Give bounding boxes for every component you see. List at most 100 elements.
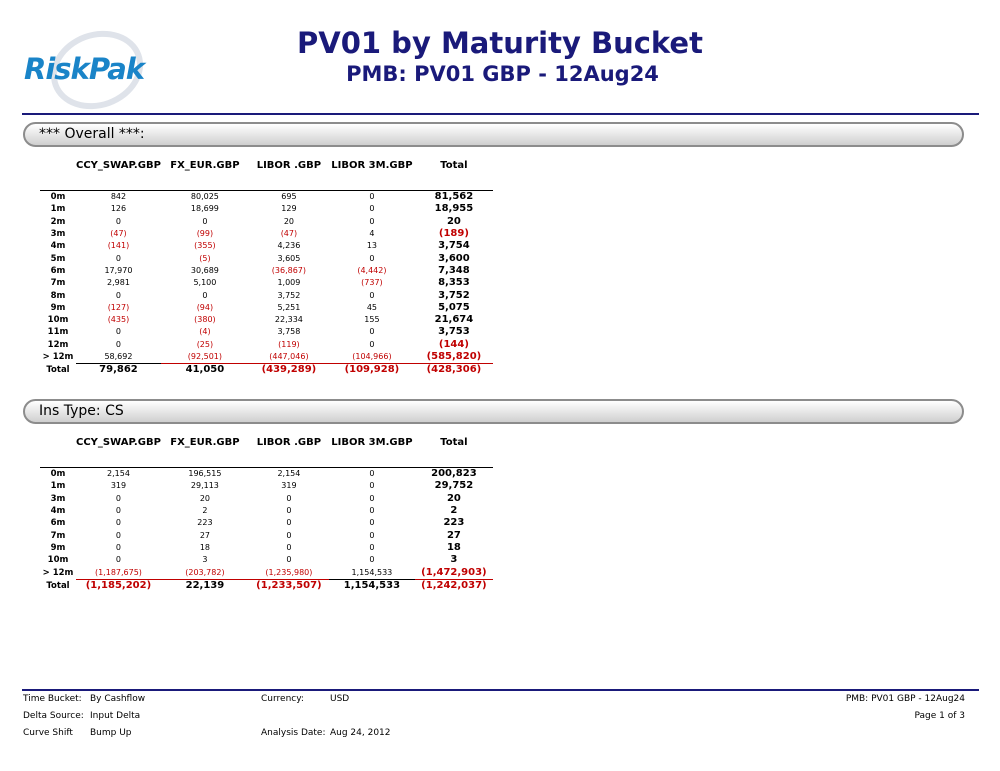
column-header: FX_EUR.GBP [160, 160, 249, 191]
bucket-label: 4m [50, 241, 66, 252]
table-row: 7m 2,981 5,100 1,009 (737) 8,353 [40, 277, 493, 289]
cell-value: 0 [115, 518, 121, 528]
cell-value: 22,334 [274, 315, 303, 325]
time-bucket-value: By Cashflow [90, 694, 146, 704]
report-subtitle: PMB: PV01 GBP - 12Aug24 [346, 62, 659, 86]
cell-value: (25) [196, 339, 214, 349]
page-number: Page 1 of 3 [914, 711, 966, 721]
cell-value: 0 [369, 493, 375, 503]
cell-value: (435) [107, 315, 130, 325]
cell-value: (36,867) [271, 265, 307, 275]
cell-value: (189) [438, 228, 469, 240]
cell-value: 5,100 [193, 278, 217, 288]
cell-value: (5) [199, 253, 211, 263]
report-title: PV01 by Maturity Bucket [297, 26, 703, 60]
cell-value: (144) [438, 338, 469, 350]
cell-value: 45 [366, 302, 377, 312]
cell-value: 8,353 [438, 277, 470, 289]
column-header: Total [414, 437, 493, 468]
cell-value: 20 [199, 493, 210, 503]
bucket-label: 10m [47, 555, 69, 566]
section-label: *** Overall ***: [39, 126, 145, 142]
table-row: 6m 0 223 0 0 223 [40, 517, 493, 529]
currency-label: Currency: [261, 694, 304, 704]
cell-value: 0 [202, 216, 208, 226]
cell-value: (92,501) [160, 350, 249, 365]
cell-value: 842 [110, 192, 127, 202]
bucket-label: 6m [50, 518, 66, 529]
cell-value: 0 [115, 506, 121, 516]
column-header: LIBOR .GBP [248, 160, 329, 191]
table-row: 8m 0 0 3,752 0 3,752 [40, 289, 493, 301]
cell-value: 18 [446, 541, 461, 553]
footer-divider [22, 689, 979, 691]
cell-value: 30,689 [190, 265, 219, 275]
cell-value: 0 [369, 481, 375, 491]
bucket-label: 7m [50, 530, 66, 541]
cell-value: 4,236 [277, 241, 301, 251]
cell-value: (127) [107, 302, 130, 312]
cell-value: 0 [369, 542, 375, 552]
cell-value: (119) [278, 339, 300, 349]
table-header-row: CCY_SWAP.GBP FX_EUR.GBP LIBOR .GBP LIBOR 3M… [40, 437, 493, 468]
bucket-label: 12m [47, 339, 69, 350]
cell-value: 0 [369, 555, 375, 565]
table-row: 6m 17,970 30,689 (36,867) (4,442) 7,348 [40, 265, 493, 277]
total-label: Total [46, 580, 70, 591]
table-row: 9m 0 18 0 0 18 [40, 542, 493, 554]
cell-value: (104,966) [328, 350, 415, 365]
total-value: (428,306) [426, 364, 482, 376]
table-row: 9m (127) (94) 5,251 45 5,075 [40, 302, 493, 314]
cell-value: (380) [194, 315, 216, 325]
cell-value: 0 [115, 339, 121, 349]
bucket-label: 6m [50, 265, 66, 276]
cell-value: 0 [115, 530, 121, 540]
cell-value: 0 [115, 327, 121, 337]
cell-value: 3 [450, 554, 458, 566]
cell-value: (447,046) [248, 350, 329, 365]
section-header-ins-type-cs: Ins Type: CS [23, 399, 964, 424]
cell-value: 0 [369, 204, 375, 214]
bucket-label: 5m [50, 253, 66, 264]
table-row: 3m (47) (99) (47) 4 (189) [40, 228, 493, 240]
total-value: (439,289) [261, 364, 317, 376]
cell-value: 3,753 [438, 326, 470, 338]
cell-value: 21,674 [434, 314, 474, 326]
cell-value: 0 [286, 518, 292, 528]
cell-value: 0 [286, 493, 292, 503]
logo-text: RiskPak [24, 52, 145, 86]
cell-value: 18,699 [190, 204, 219, 214]
cell-value: 3,600 [438, 252, 470, 264]
cell-value: 0 [286, 506, 292, 516]
cell-value: 80,025 [190, 192, 219, 202]
cell-value: 2,981 [107, 278, 130, 288]
cell-value: (1,187,675) [76, 566, 161, 580]
cell-value: 0 [369, 518, 375, 528]
bucket-label: 4m [50, 506, 66, 517]
cell-value: (4,442) [357, 265, 387, 275]
cell-value: 0 [369, 192, 375, 202]
column-header: LIBOR 3M.GBP [328, 160, 415, 191]
cell-value: (1,472,903) [414, 566, 493, 580]
cell-value: (355) [194, 241, 216, 251]
cell-value: 200,823 [431, 468, 477, 480]
cell-value: 155 [364, 315, 380, 325]
bucket-label: 8m [50, 290, 66, 301]
total-value: 41,050 [185, 364, 225, 376]
cell-value: 7,348 [438, 264, 470, 276]
analysis-date-label: Analysis Date: [261, 728, 326, 738]
bucket-label: 9m [50, 542, 66, 553]
cell-value: 0 [369, 339, 375, 349]
cell-value: 0 [115, 216, 121, 226]
cell-value: (4) [199, 327, 211, 337]
cell-value: 0 [369, 253, 375, 263]
column-header: LIBOR .GBP [248, 437, 329, 468]
table-row: 2m 0 0 20 0 20 [40, 216, 493, 228]
cell-value: 0 [115, 253, 121, 263]
bucket-label: 1m [50, 204, 66, 215]
cell-value: 0 [115, 555, 121, 565]
cell-value: (141) [107, 241, 130, 251]
cell-value: (47) [110, 229, 127, 239]
section-label: Ins Type: CS [39, 403, 124, 419]
cell-value: 0 [115, 493, 121, 503]
